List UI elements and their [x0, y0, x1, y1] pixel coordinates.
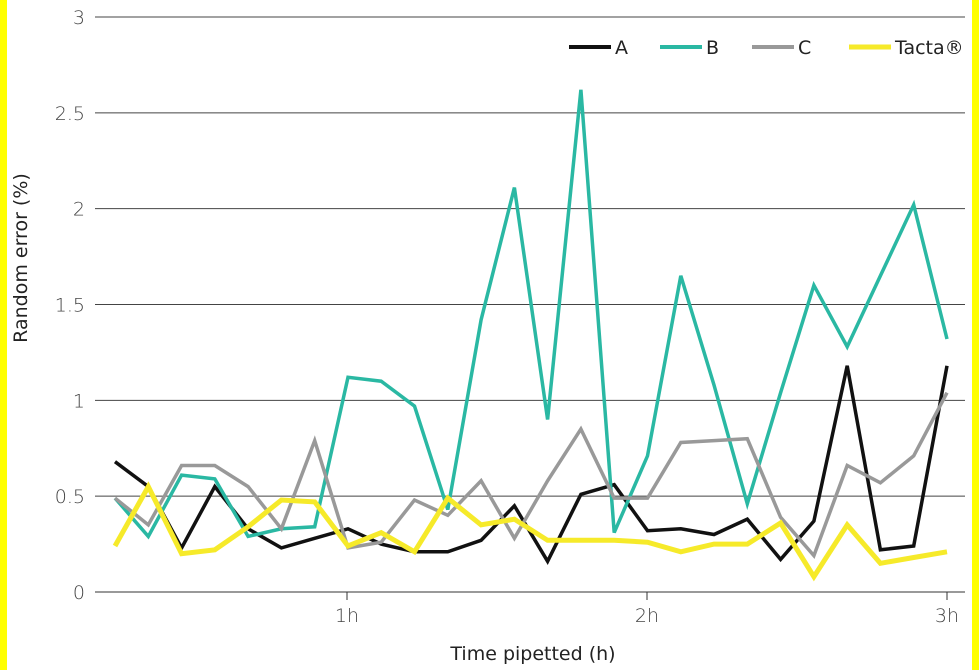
series-lines [115, 90, 947, 577]
legend-label: Tacta® [894, 37, 964, 59]
x-axis-title: Time pipetted (h) [449, 643, 615, 665]
chart-panel: 0 0.5 1 1.5 2 2.5 3 1h 2h 3h A B C Tacta® Time pipe… [7, 0, 972, 670]
legend-label: A [615, 37, 628, 59]
x-tick-label: 3h [935, 605, 959, 627]
y-tick-label: 2 [73, 199, 85, 221]
line-chart: 0 0.5 1 1.5 2 2.5 3 1h 2h 3h A B C Tacta® Time pipe… [7, 0, 972, 670]
y-tick-label: 1.5 [55, 295, 85, 317]
y-axis-title: Random error (%) [10, 173, 32, 343]
legend-label: C [798, 37, 811, 59]
x-axis-ticks: 1h 2h 3h [335, 592, 959, 627]
y-axis-ticks: 0 0.5 1 1.5 2 2.5 3 [55, 7, 85, 604]
x-tick-label: 1h [335, 605, 359, 627]
y-tick-label: 1 [73, 390, 85, 412]
series-line-b [115, 90, 947, 537]
legend: A B C Tacta® [569, 37, 964, 59]
legend-label: B [706, 37, 719, 59]
x-tick-label: 2h [635, 605, 659, 627]
y-tick-label: 2.5 [55, 103, 85, 125]
y-tick-label: 0.5 [55, 486, 85, 508]
y-tick-label: 0 [73, 582, 85, 604]
y-tick-label: 3 [73, 7, 85, 29]
